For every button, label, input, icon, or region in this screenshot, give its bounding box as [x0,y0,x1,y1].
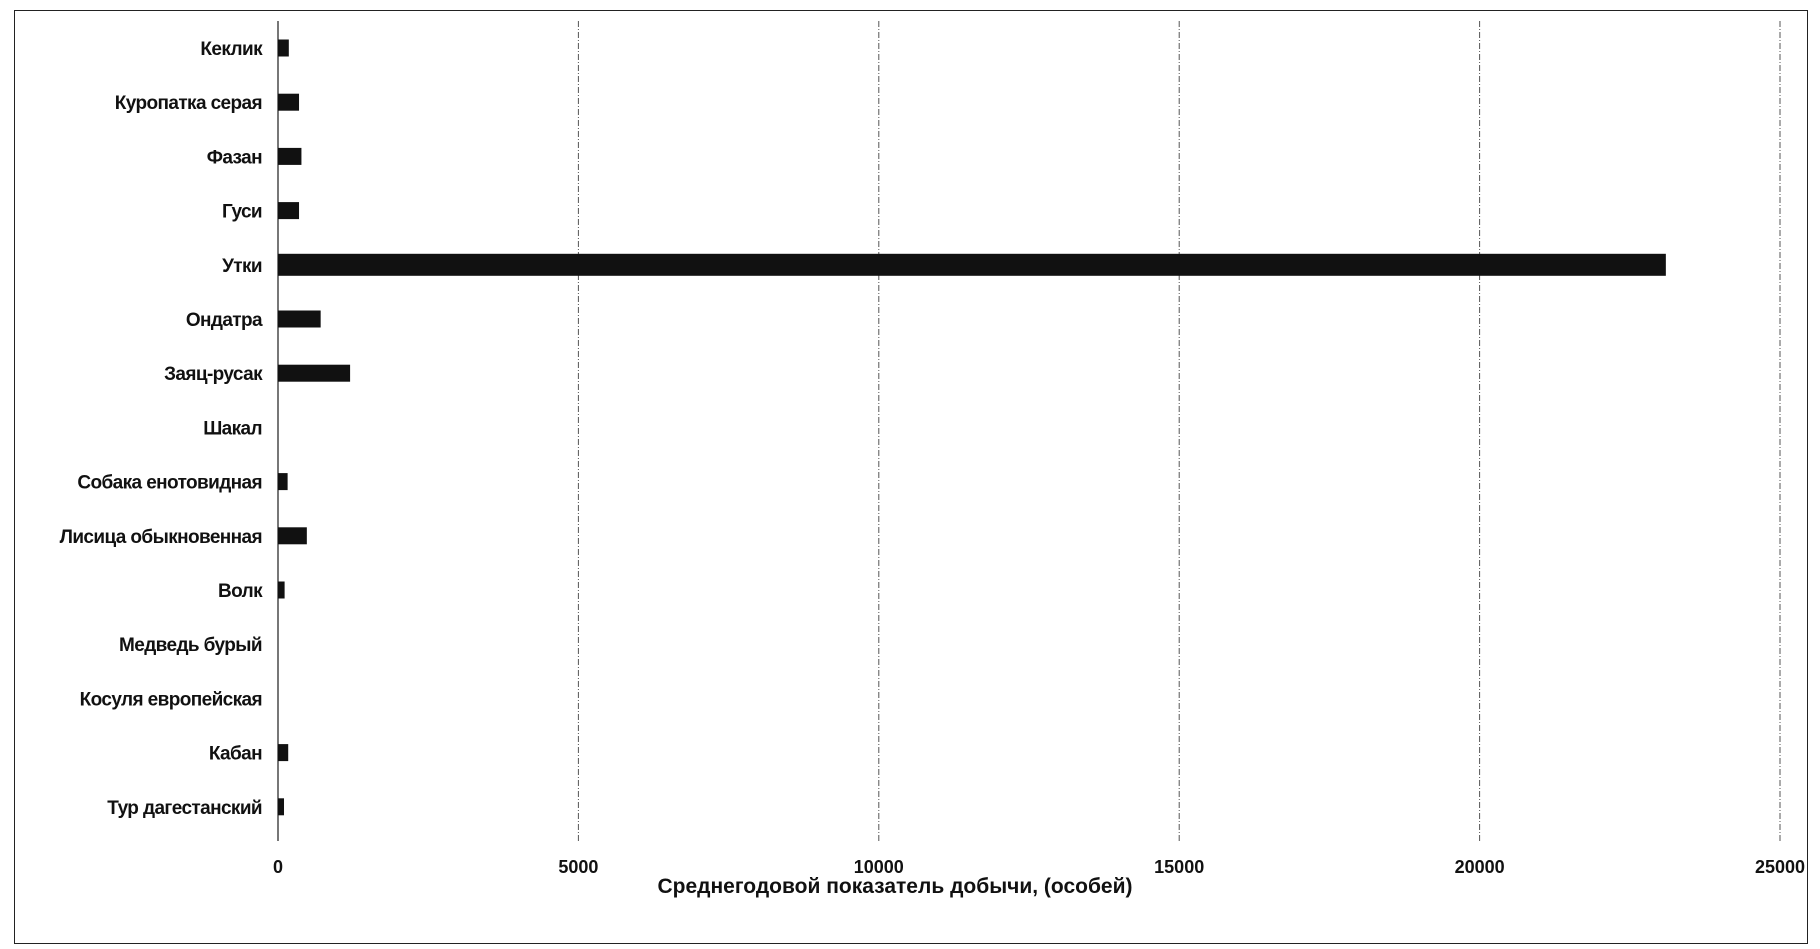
bar [278,93,300,111]
x-axis-title: Среднегодовой показатель добычи, (особей… [657,875,1132,898]
bar [278,147,302,165]
bar [278,744,289,762]
x-tick-labels: 0 5000 10000 15000 20000 25000 [273,857,1805,877]
category-label: Кабан [209,744,262,765]
category-label: Косуля европейская [80,689,262,710]
x-tick-label: 10000 [854,857,904,877]
bar [278,202,300,220]
category-label: Куропатка серая [115,93,262,114]
category-label: Гуси [222,202,262,223]
x-tick-label: 5000 [558,857,598,877]
bar [278,473,288,491]
bar [278,527,307,545]
category-label: Шакал [203,418,262,439]
category-labels: Кеклик Куропатка серая Фазан Гуси Утки Ондатр… [60,39,264,819]
bar [278,364,351,382]
category-label: Медведь бурый [119,635,262,656]
x-tick-label: 20000 [1455,857,1505,877]
x-tick-label: 25000 [1755,857,1805,877]
bar [278,253,1666,276]
gridlines [277,21,1781,841]
bar [278,798,285,816]
bars [278,39,1666,816]
category-label: Фазан [207,147,262,168]
category-label: Кеклик [200,39,263,60]
bar-chart: Кеклик Куропатка серая Фазан Гуси Утки Ондатр… [60,21,1805,898]
category-label: Собака енотовидная [77,473,262,494]
category-label: Тур дагестанский [107,798,262,819]
bar [278,310,321,328]
category-label: Ондатра [186,310,263,331]
x-tick-label: 0 [273,857,283,877]
x-tick-label: 15000 [1154,857,1204,877]
chart-frame: Кеклик Куропатка серая Фазан Гуси Утки Ондатр… [14,10,1808,944]
category-label: Волк [218,581,263,602]
category-label: Заяц-русак [164,364,263,385]
category-label: Утки [222,256,262,277]
bar [278,581,285,599]
bar [278,39,289,57]
category-label: Лисица обыкновенная [60,527,262,548]
